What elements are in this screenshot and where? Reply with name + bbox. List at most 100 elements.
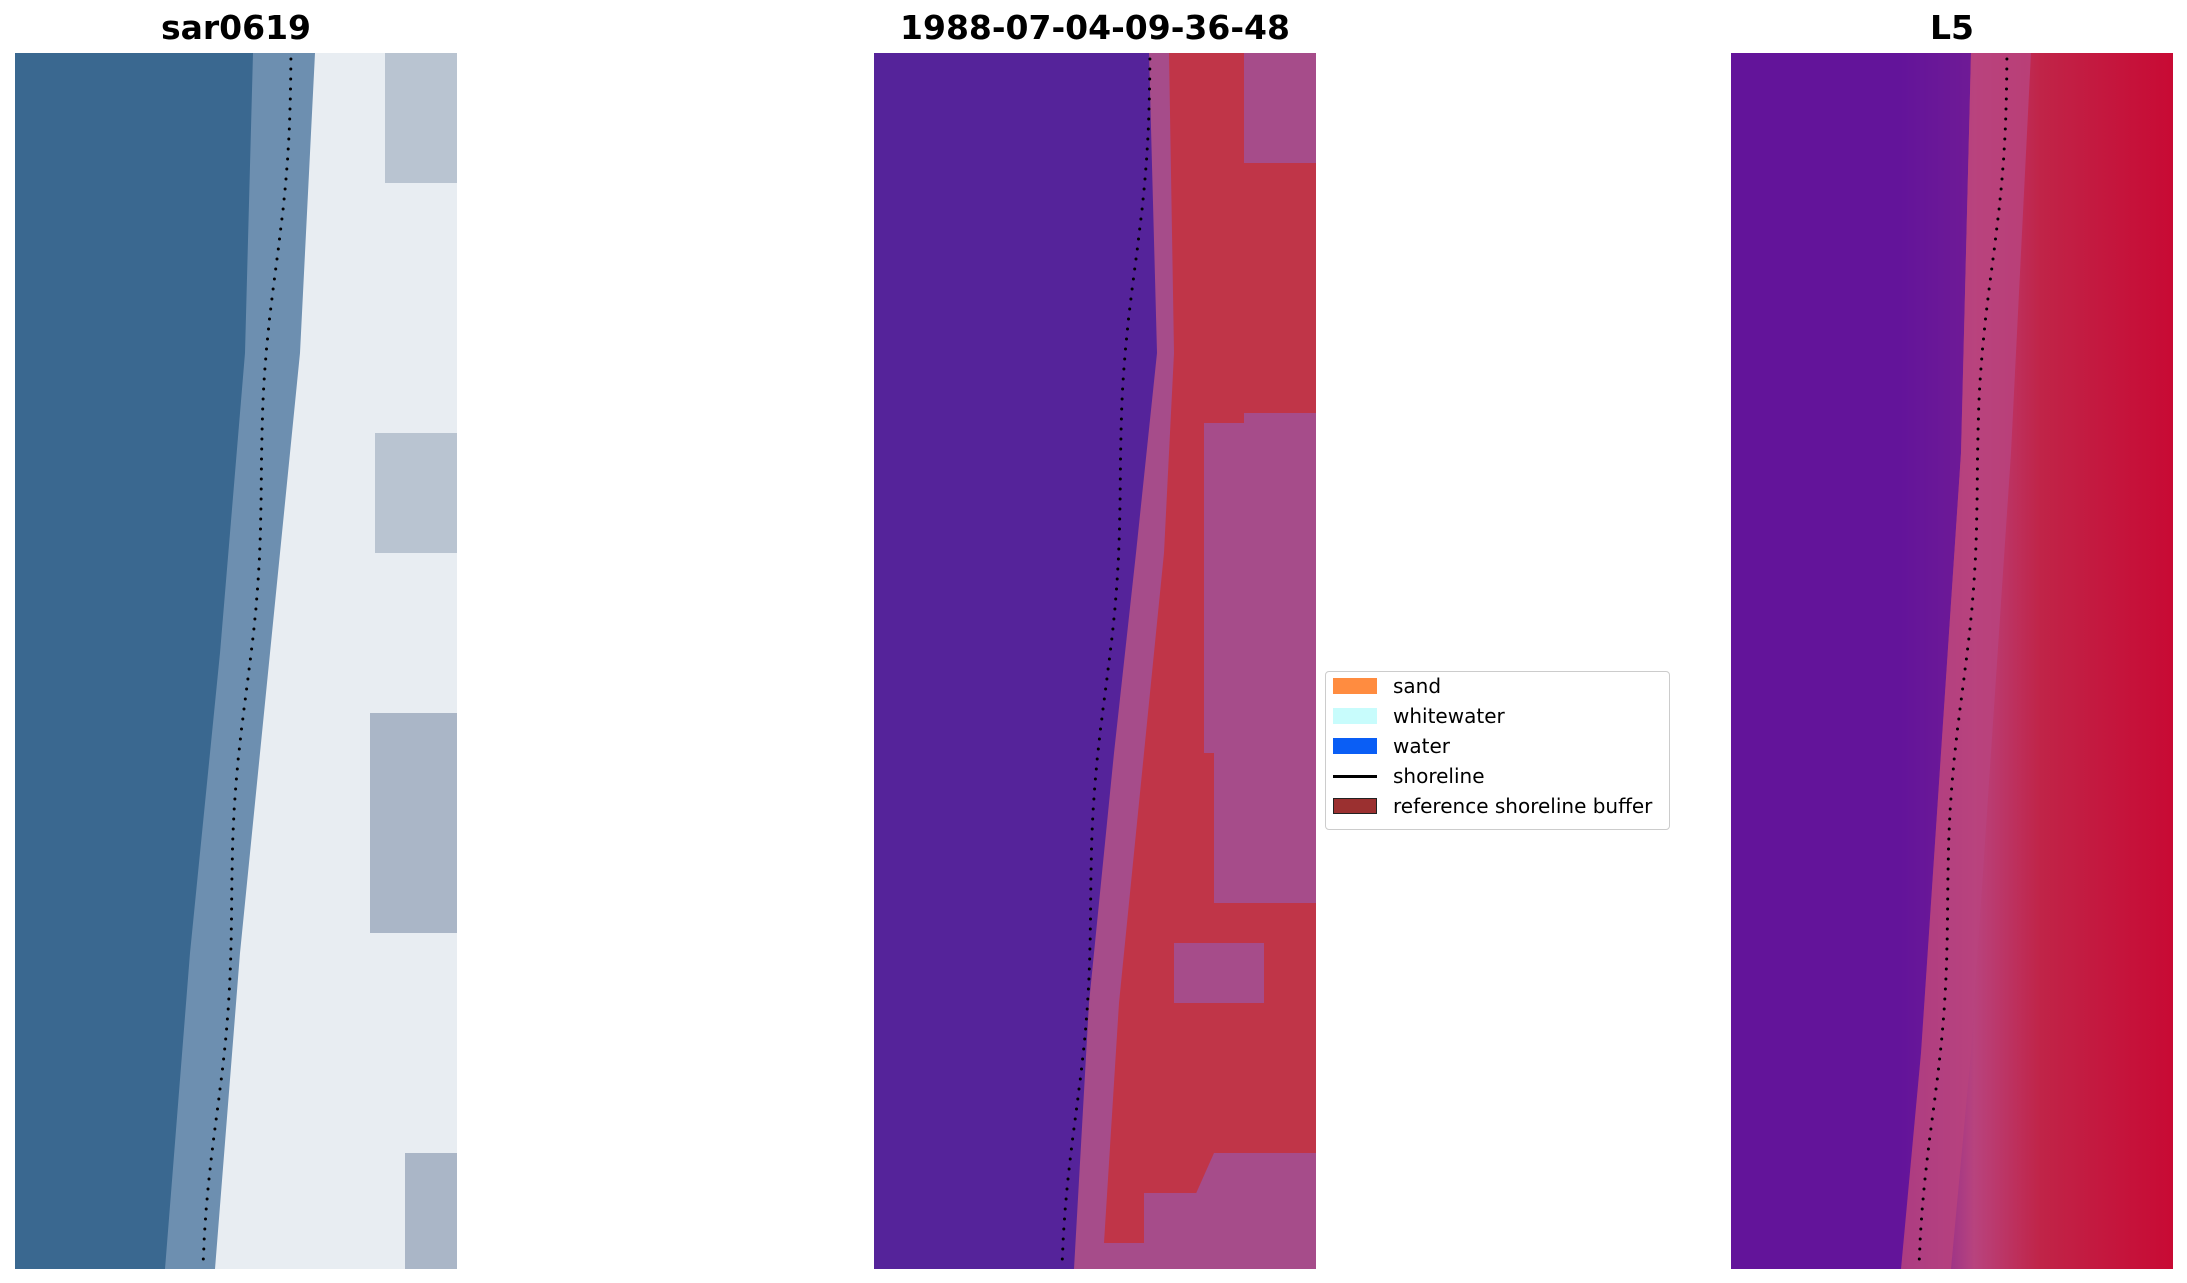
shoreline-point: [221, 1067, 224, 1071]
shoreline-point: [1148, 87, 1151, 91]
shoreline-point: [203, 1227, 207, 1231]
shoreline-point: [1920, 1207, 1924, 1211]
shoreline-point: [228, 967, 232, 971]
shoreline-point: [1089, 907, 1093, 911]
shoreline-point: [225, 1017, 229, 1021]
shoreline-point: [1133, 267, 1137, 271]
shoreline-point: [1117, 547, 1121, 551]
shoreline-point: [1138, 227, 1142, 231]
shoreline-point: [287, 127, 291, 131]
shoreline-point: [236, 757, 240, 761]
shoreline-point: [1061, 1247, 1065, 1251]
shoreline-point: [1135, 247, 1139, 251]
shoreline-point: [1971, 597, 1975, 601]
shoreline-point: [247, 667, 251, 671]
shoreline-point: [1950, 777, 1954, 781]
shoreline-point: [210, 1147, 214, 1151]
shoreline-point: [1974, 547, 1978, 551]
shoreline-point: [289, 87, 292, 91]
shoreline-point: [1975, 487, 1979, 491]
shoreline-point: [2003, 137, 2007, 141]
shoreline-point: [1119, 437, 1123, 441]
legend-item-reference-buffer: reference shoreline buffer: [1333, 794, 1652, 818]
shoreline-point: [1995, 227, 1999, 231]
buffer-patch: [1174, 943, 1264, 1003]
shoreline-point: [1106, 667, 1110, 671]
shoreline-point: [1105, 677, 1109, 681]
shoreline-point: [230, 857, 234, 861]
shoreline-point: [217, 1097, 221, 1101]
shoreline-point: [2004, 117, 2008, 121]
shoreline-point: [1932, 1107, 1935, 1111]
shoreline-line-swatch: [1333, 774, 1377, 778]
shoreline-point: [1956, 727, 1959, 731]
shoreline-point: [254, 607, 258, 611]
index-panel: [1731, 53, 2173, 1269]
shoreline-point: [1991, 257, 1995, 261]
shoreline-point: [232, 807, 236, 811]
shoreline-point: [1918, 1247, 1922, 1251]
water-swatch: [1333, 738, 1377, 754]
shoreline-point: [1064, 1197, 1068, 1201]
shoreline-point: [270, 297, 274, 301]
shoreline-point: [230, 887, 234, 891]
shoreline-point: [279, 227, 283, 231]
shoreline-point: [2005, 87, 2008, 91]
shoreline-point: [1063, 1207, 1067, 1211]
shoreline-point: [1959, 697, 1963, 701]
shoreline-point: [223, 1047, 227, 1051]
shoreline-point: [1996, 217, 2000, 221]
shoreline-point: [259, 517, 263, 521]
shoreline-point: [1975, 527, 1978, 531]
shoreline-point: [1975, 507, 1979, 511]
shoreline-point: [1942, 1007, 1946, 1011]
shoreline-point: [1130, 287, 1134, 291]
rgb-image-panel: [15, 53, 457, 1269]
shoreline-point: [202, 1237, 206, 1241]
shoreline-point: [1120, 407, 1124, 411]
shoreline-point: [205, 1197, 209, 1201]
shoreline-point: [288, 97, 292, 101]
shoreline-point: [1977, 397, 1981, 401]
shoreline-point: [1083, 1037, 1087, 1041]
shoreline-point: [1081, 1057, 1085, 1061]
shoreline-point: [1929, 1127, 1933, 1131]
shoreline-point: [202, 1247, 206, 1251]
shoreline-point: [1997, 207, 2001, 211]
shoreline-point: [1104, 687, 1108, 691]
shoreline-point: [256, 577, 260, 581]
shoreline-point: [1093, 777, 1097, 781]
shoreline-point: [1075, 1107, 1078, 1111]
shoreline-point: [1137, 237, 1140, 241]
shoreline-point: [1084, 1027, 1088, 1031]
shoreline-point: [228, 977, 232, 981]
shoreline-point: [259, 477, 263, 481]
shoreline-point: [1984, 317, 1987, 321]
shoreline-point: [1967, 637, 1971, 641]
shoreline-point: [1952, 757, 1956, 761]
legend-item-water: water: [1333, 734, 1450, 758]
shoreline-point: [1121, 377, 1125, 381]
shoreline-point: [1080, 1067, 1083, 1071]
shoreline-point: [1139, 217, 1143, 221]
shoreline-point: [216, 1107, 219, 1111]
shoreline-point: [1100, 717, 1104, 721]
shoreline-point: [1123, 357, 1127, 361]
shoreline-point: [288, 107, 292, 111]
shoreline-point: [1112, 617, 1116, 621]
shoreline-point: [251, 637, 255, 641]
shoreline-point: [222, 1057, 226, 1061]
shoreline-point: [1986, 297, 1990, 301]
shoreline-point: [1975, 497, 1979, 501]
shoreline-point: [1941, 1027, 1945, 1031]
shoreline-point: [1948, 807, 1952, 811]
shoreline-point: [1084, 1017, 1088, 1021]
shoreline-point: [1145, 157, 1149, 161]
shoreline-point: [250, 647, 254, 651]
legend-item-shoreline: shoreline: [1333, 764, 1485, 788]
shoreline-point: [1969, 617, 1973, 621]
shoreline-point: [286, 157, 290, 161]
shoreline-point: [233, 797, 237, 801]
shoreline-point: [1975, 477, 1979, 481]
shoreline-point: [1958, 707, 1962, 711]
